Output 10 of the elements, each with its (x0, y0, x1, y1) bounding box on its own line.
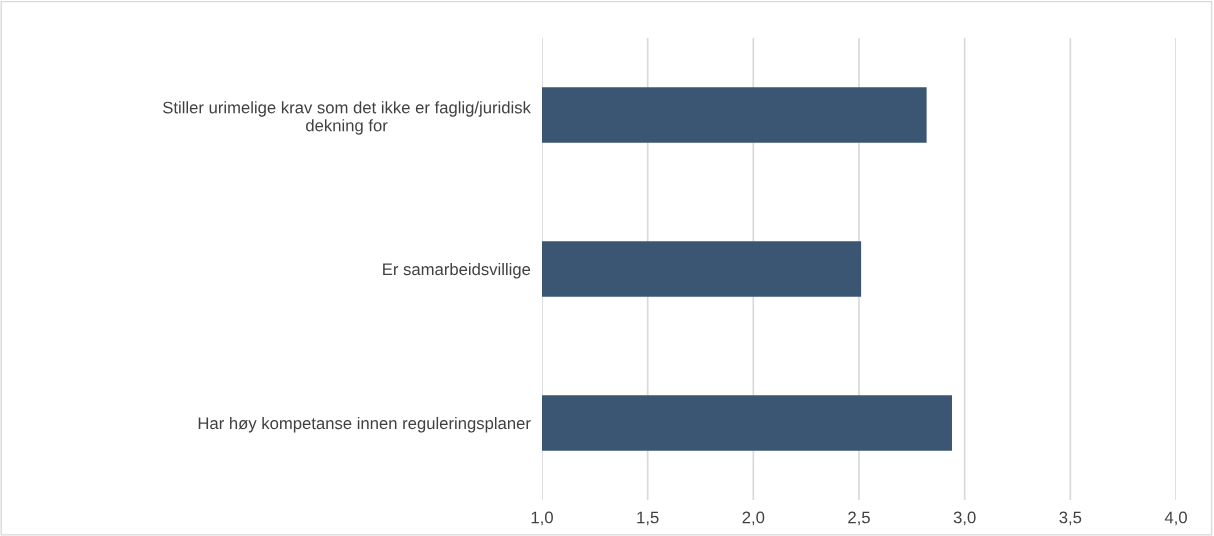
x-tick-label: 3,0 (953, 511, 976, 526)
x-tick-label: 1,5 (637, 511, 659, 526)
x-tick-label: 1,0 (531, 511, 553, 526)
y-tick-label: Er samarbeidsvillige (383, 262, 531, 279)
x-tick-label: 3,5 (1059, 511, 1082, 526)
y-tick-label: Har høy kompetanse innen reguleringsplaner (198, 416, 531, 433)
x-tick-label: 2,0 (742, 511, 765, 526)
y-tick-label: Stiller urimelige krav som det ikke er faglig/juridisk dekning for (163, 101, 531, 135)
x-tick-label: 4,0 (1164, 511, 1187, 526)
x-tick-label: 2,5 (848, 511, 870, 526)
